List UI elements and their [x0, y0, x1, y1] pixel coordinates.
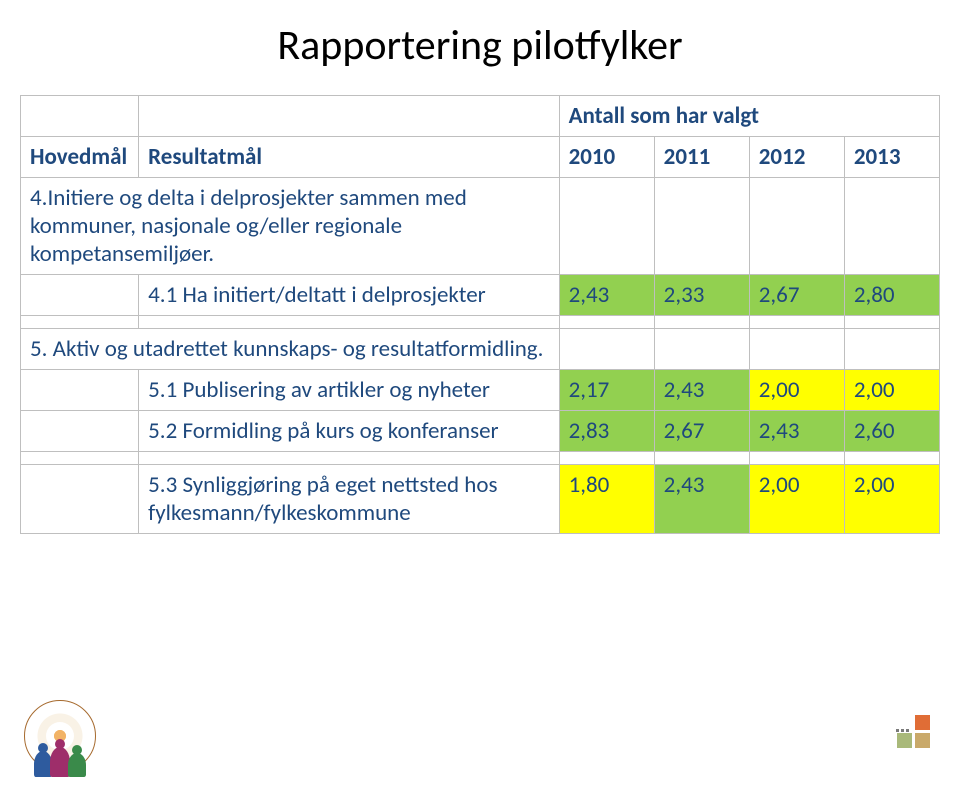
- row-4-1-label: 4.1 Ha initiert/deltatt i delprosjekter: [139, 275, 559, 316]
- empty-cell: [21, 452, 139, 465]
- empty-cell: [21, 465, 139, 534]
- cell-value: 2,67: [749, 275, 844, 316]
- spacer-row: [21, 316, 940, 329]
- section-4-label: 4.Initiere og delta i delprosjekter samm…: [21, 178, 560, 275]
- col-resultatmal: Resultatmål: [139, 137, 559, 178]
- cell-value: 2,33: [654, 275, 749, 316]
- squares-icon: [888, 715, 930, 757]
- col-year: 2010: [559, 137, 654, 178]
- cell-value: 2,43: [559, 275, 654, 316]
- cell-value: 2,60: [844, 411, 939, 452]
- empty-cell: [21, 96, 139, 137]
- empty-cell: [749, 316, 844, 329]
- empty-cell: [139, 316, 559, 329]
- empty-cell: [21, 275, 139, 316]
- row-5-3-label: 5.3 Synliggjøring på eget nettsted hos f…: [139, 465, 559, 534]
- empty-cell: [559, 329, 654, 370]
- empty-cell: [654, 329, 749, 370]
- row-5-2-label: 5.2 Formidling på kurs og konferanser: [139, 411, 559, 452]
- empty-cell: [749, 178, 844, 275]
- row-5-1: 5.1 Publisering av artikler og nyheter 2…: [21, 370, 940, 411]
- empty-cell: [559, 178, 654, 275]
- empty-cell: [21, 411, 139, 452]
- people-circle-icon: [24, 700, 96, 772]
- col-year: 2011: [654, 137, 749, 178]
- section-5-label: 5. Aktiv og utadrettet kunnskaps- og res…: [21, 329, 560, 370]
- empty-cell: [844, 316, 939, 329]
- col-hovedmal: Hovedmål: [21, 137, 139, 178]
- header-row-1: Antall som har valgt: [21, 96, 940, 137]
- empty-cell: [654, 316, 749, 329]
- empty-cell: [139, 452, 559, 465]
- footer-logos: [24, 700, 930, 772]
- page-title: Rapportering pilotfylker: [0, 0, 960, 95]
- cell-value: 2,80: [844, 275, 939, 316]
- cell-value: 2,43: [654, 465, 749, 534]
- cell-value: 1,80: [559, 465, 654, 534]
- empty-cell: [559, 316, 654, 329]
- cell-value: 2,43: [654, 370, 749, 411]
- report-table: Antall som har valgt Hovedmål Resultatmå…: [20, 95, 940, 534]
- section-5: 5. Aktiv og utadrettet kunnskaps- og res…: [21, 329, 940, 370]
- empty-cell: [559, 452, 654, 465]
- cell-value: 2,83: [559, 411, 654, 452]
- col-year: 2012: [749, 137, 844, 178]
- header-row-2: Hovedmål Resultatmål 2010 2011 2012 2013: [21, 137, 940, 178]
- cell-value: 2,17: [559, 370, 654, 411]
- empty-cell: [21, 316, 139, 329]
- empty-cell: [139, 96, 559, 137]
- row-5-1-label: 5.1 Publisering av artikler og nyheter: [139, 370, 559, 411]
- section-4: 4.Initiere og delta i delprosjekter samm…: [21, 178, 940, 275]
- cell-value: 2,00: [844, 465, 939, 534]
- col-year: 2013: [844, 137, 939, 178]
- empty-cell: [21, 370, 139, 411]
- row-5-3: 5.3 Synliggjøring på eget nettsted hos f…: [21, 465, 940, 534]
- cell-value: 2,67: [654, 411, 749, 452]
- empty-cell: [749, 452, 844, 465]
- empty-cell: [844, 178, 939, 275]
- spacer-row: [21, 452, 940, 465]
- group-header: Antall som har valgt: [559, 96, 939, 137]
- cell-value: 2,00: [844, 370, 939, 411]
- cell-value: 2,00: [749, 370, 844, 411]
- row-4-1: 4.1 Ha initiert/deltatt i delprosjekter …: [21, 275, 940, 316]
- cell-value: 2,00: [749, 465, 844, 534]
- row-5-2: 5.2 Formidling på kurs og konferanser 2,…: [21, 411, 940, 452]
- empty-cell: [654, 178, 749, 275]
- cell-value: 2,43: [749, 411, 844, 452]
- empty-cell: [844, 452, 939, 465]
- empty-cell: [844, 329, 939, 370]
- empty-cell: [749, 329, 844, 370]
- empty-cell: [654, 452, 749, 465]
